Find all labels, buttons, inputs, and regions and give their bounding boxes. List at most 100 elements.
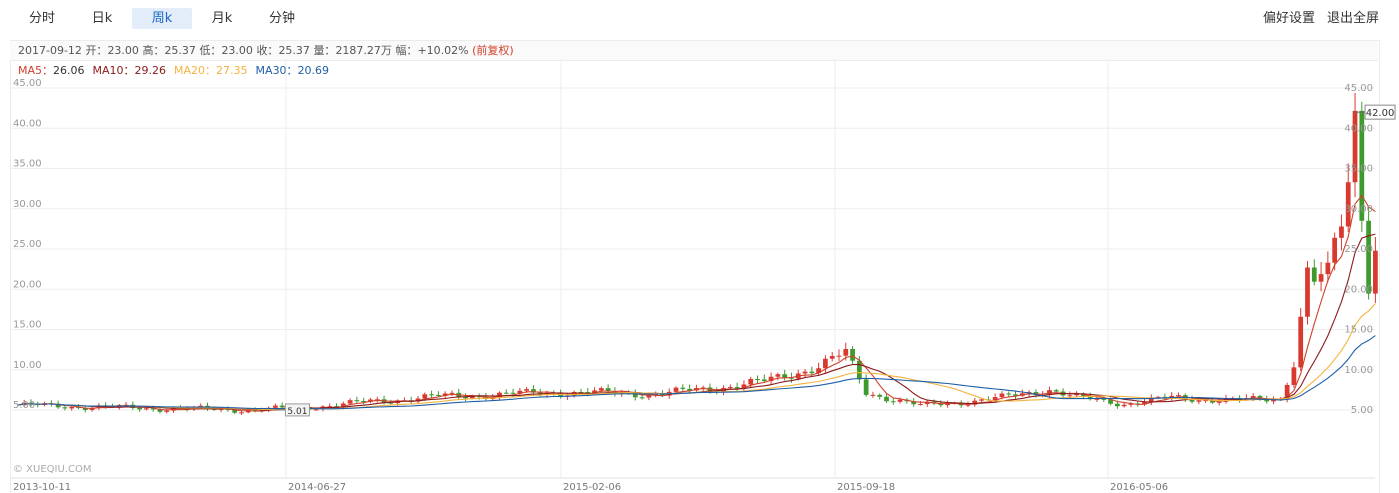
candle — [877, 393, 883, 400]
candle-body — [354, 400, 360, 402]
x-tick: 2014-06-27 — [288, 482, 346, 493]
candle-body — [442, 393, 448, 396]
ma-lines-layer — [17, 194, 1376, 412]
change-label: 幅： — [395, 44, 418, 57]
candle — [850, 346, 855, 364]
candle-body — [429, 394, 434, 396]
candle-body — [646, 394, 652, 398]
tab-3[interactable]: 月k — [211, 11, 233, 26]
low-value: 23.00 — [221, 44, 253, 57]
ma-line-10 — [17, 233, 1376, 411]
candle-body — [1318, 274, 1324, 282]
candle-body — [1128, 403, 1134, 405]
candle — [1305, 260, 1310, 325]
y-tick-right: 10.00 — [1344, 365, 1373, 376]
candle-body — [1216, 401, 1222, 403]
candle-body — [1053, 390, 1059, 392]
candle — [816, 362, 821, 376]
candle-body — [748, 379, 754, 385]
candle — [62, 405, 68, 411]
candle-body — [884, 396, 889, 402]
candle-body — [1257, 396, 1263, 399]
candle-body — [911, 401, 917, 405]
candle-body — [816, 368, 821, 374]
candle-body — [157, 409, 163, 412]
candle-body — [497, 392, 502, 397]
candle-body — [945, 403, 951, 406]
candle-body — [361, 401, 367, 403]
candle-body — [232, 409, 238, 413]
candle-body — [279, 405, 285, 408]
x-tick: 2013-10-11 — [13, 482, 71, 493]
y-tick-right: 20.00 — [1344, 284, 1373, 295]
candle-body — [273, 405, 278, 408]
candle-body — [782, 374, 788, 378]
candle-body — [938, 403, 944, 406]
candle-body — [1332, 237, 1338, 263]
volume-value: 2187.27万 — [335, 44, 392, 57]
candle-body — [660, 394, 665, 396]
candle-body — [1305, 267, 1310, 317]
candle — [734, 382, 740, 392]
candle — [1345, 163, 1351, 233]
candle-body — [137, 407, 142, 410]
x-tick: 2016-05-06 — [1110, 482, 1168, 493]
candle-body — [55, 403, 61, 408]
volume-label: 量： — [313, 44, 336, 57]
candle-body — [809, 371, 815, 374]
candle — [361, 397, 367, 405]
candle — [1067, 391, 1073, 399]
ma-label: MA10： — [92, 64, 135, 77]
candle-body — [768, 376, 774, 382]
candle-body — [1189, 398, 1195, 402]
candle-body — [239, 412, 244, 414]
candle-body — [76, 406, 81, 409]
candle-body — [510, 392, 516, 394]
candle — [463, 393, 468, 402]
candle-body — [1169, 395, 1175, 399]
exit-fullscreen-button[interactable]: 退出全屏 — [1326, 11, 1379, 26]
candle — [503, 389, 509, 395]
candle-body — [449, 392, 455, 394]
low-label: 低： — [199, 44, 222, 57]
candle-body — [531, 389, 536, 393]
candle-body — [1006, 393, 1012, 395]
candle-body — [1311, 267, 1317, 282]
candle-body — [1366, 220, 1371, 294]
max-annotation-box — [1364, 104, 1396, 120]
candle-body — [1271, 399, 1276, 402]
candle-body — [1196, 400, 1202, 402]
candle-body — [1033, 392, 1039, 395]
tab-2[interactable]: 周k — [132, 8, 192, 29]
tab-1[interactable]: 日k — [91, 11, 113, 26]
candle-body — [1155, 396, 1161, 398]
candle — [945, 400, 951, 408]
candle-body — [1121, 404, 1127, 407]
candle-body — [755, 379, 760, 381]
candle — [415, 395, 421, 404]
tab-0[interactable]: 分时 — [28, 11, 55, 26]
candle-body — [388, 402, 394, 404]
candle — [1271, 396, 1276, 405]
candle — [89, 406, 95, 412]
max-annotation-text: 42.00 — [1366, 108, 1395, 119]
candle — [1359, 101, 1365, 232]
tab-4[interactable]: 分钟 — [268, 11, 295, 26]
candle — [374, 396, 380, 403]
y-tick-left: 45.00 — [13, 78, 42, 89]
candle-body — [69, 406, 75, 409]
ma-value: 20.69 — [297, 64, 330, 77]
candle — [632, 389, 638, 401]
candle — [449, 390, 455, 396]
candle-body — [850, 348, 855, 361]
open-label: 开： — [85, 44, 108, 57]
candle-body — [585, 392, 591, 394]
preferences-button[interactable]: 偏好设置 — [1262, 11, 1315, 26]
y-tick-left: 40.00 — [13, 118, 42, 129]
candle — [354, 396, 360, 404]
candle — [863, 374, 869, 397]
candle-body — [761, 379, 767, 382]
ma-legend-item: MA30：20.69 — [256, 64, 334, 77]
candle-body — [225, 408, 231, 410]
